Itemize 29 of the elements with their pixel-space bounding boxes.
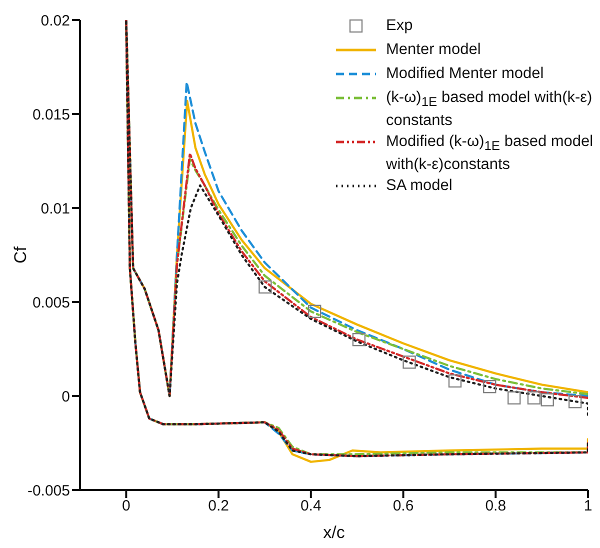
legend-label: SA model [386, 176, 452, 196]
point [508, 391, 521, 404]
x-tick-label: 0.8 [485, 498, 506, 515]
y-tick-label: 0 [62, 388, 70, 406]
y-tick-label: 0.015 [32, 106, 70, 124]
x-axis-title: x/c [323, 523, 346, 542]
y-tick-label: -0.005 [27, 482, 70, 500]
point [527, 391, 541, 404]
point [308, 304, 322, 318]
point [402, 356, 416, 369]
point [448, 374, 462, 388]
x-tick-label: 1 [584, 498, 592, 515]
legend-label: Modified Menter model [386, 64, 544, 83]
point [352, 333, 366, 346]
x-tick-label: 0 [122, 498, 130, 515]
legend-label: Menter model [386, 40, 481, 59]
y-tick-label: 0.01 [40, 200, 70, 218]
x-tick-label: 0.6 [392, 498, 414, 515]
point [540, 393, 554, 406]
y-tick-label: 0.02 [40, 12, 70, 30]
x-tick-label: 0.2 [208, 498, 229, 515]
point [568, 395, 582, 408]
point [258, 280, 272, 294]
y-tick-label: 0.005 [32, 294, 70, 312]
legend-label: Modified (k-ω)$_{1E}$ based model with(k-ε)constants [386, 132, 594, 174]
x-tick-label: 0.4 [300, 498, 322, 515]
legend-label: Exp [386, 16, 413, 35]
point [483, 380, 496, 394]
y-axis-title: Cf [11, 246, 30, 264]
